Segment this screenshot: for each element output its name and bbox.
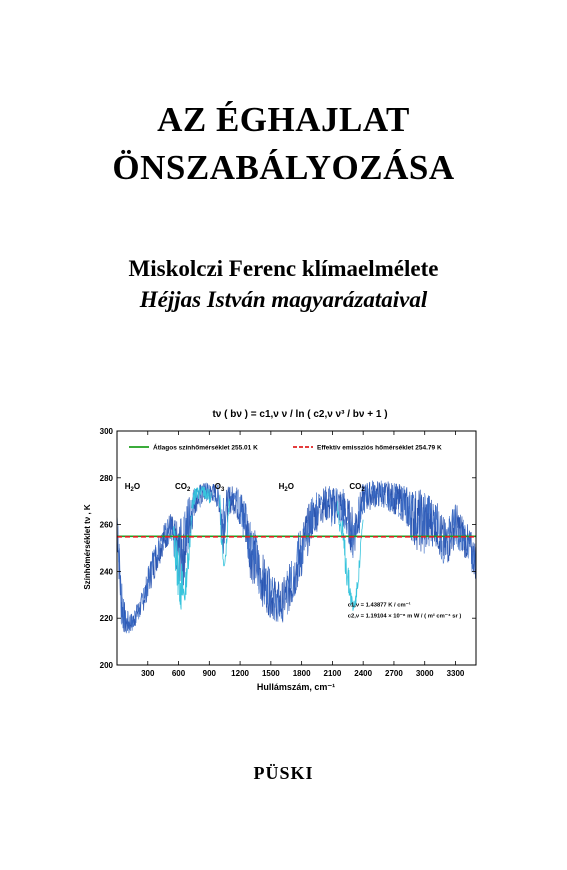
annotation-5: CO2 <box>349 482 365 493</box>
spectrum-line-detail <box>116 480 477 634</box>
x-tick-label: 1200 <box>231 669 249 678</box>
y-tick-label: 300 <box>100 427 114 436</box>
cyan-band-4 <box>337 501 364 611</box>
annotation-3: O3 <box>215 482 225 493</box>
annotation-1: H2O <box>125 482 140 493</box>
y-tick-label: 280 <box>100 474 114 483</box>
cyan-band-2 <box>191 485 212 509</box>
x-tick-label: 2700 <box>385 669 403 678</box>
title-line-1: AZ ÉGHAJLAT <box>157 100 410 139</box>
y-tick-label: 220 <box>100 614 114 623</box>
x-tick-label: 300 <box>141 669 155 678</box>
legend-label-2: Effektív emissziós hőmérséklet 254.79 K <box>317 445 442 452</box>
spectrum-chart: tν ( bν ) = c1,ν ν / ln ( c2,ν ν³ / bν +… <box>83 409 477 692</box>
x-axis-label: Hullámszám, cm⁻¹ <box>257 682 335 692</box>
subtitle: Miskolczi Ferenc klímaelmélete <box>128 256 439 281</box>
spectrum-line <box>116 481 477 633</box>
x-tick-label: 2400 <box>354 669 372 678</box>
title-line-2: ÖNSZABÁLYOZÁSA <box>112 148 455 187</box>
y-tick-label: 260 <box>100 521 114 530</box>
x-tick-label: 900 <box>203 669 217 678</box>
chart-title: tν ( bν ) = c1,ν ν / ln ( c2,ν ν³ / bν +… <box>212 409 387 420</box>
x-tick-label: 3000 <box>416 669 434 678</box>
y-tick-label: 200 <box>100 661 114 670</box>
legend-label-1: Átlagos színhőmérséklet 255.01 K <box>153 443 258 452</box>
cyan-band-3 <box>219 494 231 567</box>
publisher: PÜSKI <box>253 763 314 783</box>
x-tick-label: 1800 <box>293 669 311 678</box>
x-tick-label: 1500 <box>262 669 280 678</box>
y-axis-label: Színhőmérséklet tν , K <box>83 504 92 590</box>
x-tick-label: 2100 <box>324 669 342 678</box>
y-tick-label: 240 <box>100 567 114 576</box>
subtitle-italic: Héjjas István magyarázataival <box>139 287 428 312</box>
constant-2: c2,ν = 1.19104 × 10⁻⁸ m W / ( m² cm⁻⁴ sr… <box>348 613 462 620</box>
plot-background <box>117 431 476 665</box>
cyan-band-1 <box>173 514 193 610</box>
annotation-2: CO2 <box>175 482 191 493</box>
chart-legend: Átlagos színhőmérséklet 255.01 K Effektív… <box>129 443 442 452</box>
x-tick-label: 3300 <box>447 669 465 678</box>
x-tick-label: 600 <box>172 669 186 678</box>
plot-frame <box>116 430 477 666</box>
constant-1: c1,ν = 1.43877 K / cm⁻¹ <box>348 602 411 609</box>
annotation-4: H2O <box>279 482 294 493</box>
